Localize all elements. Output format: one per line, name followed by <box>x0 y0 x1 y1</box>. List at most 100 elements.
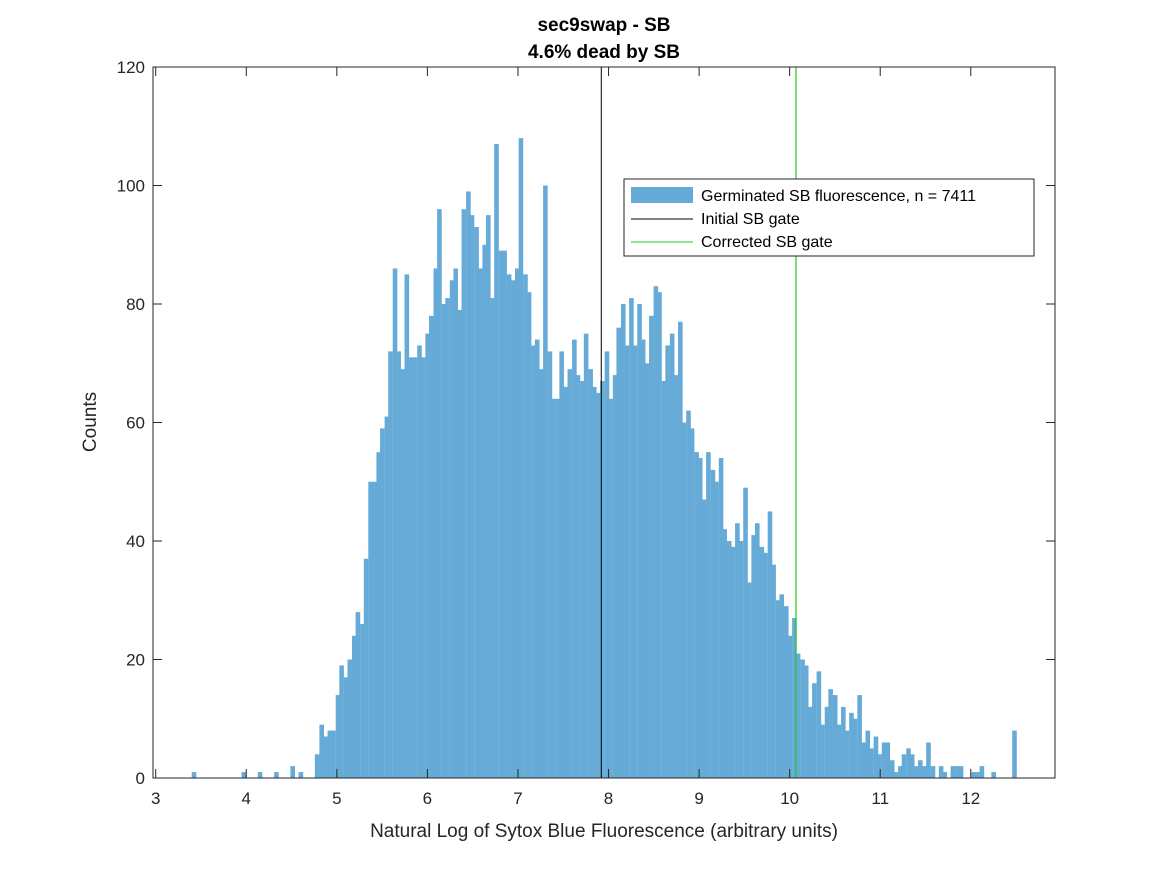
histogram-bar <box>637 304 642 778</box>
histogram-bar <box>718 458 724 778</box>
histogram-bar <box>722 529 727 778</box>
histogram-bar <box>632 345 638 778</box>
histogram-bar <box>608 398 613 778</box>
legend-label-corrected-gate: Corrected SB gate <box>701 234 833 251</box>
x-tick-label: 8 <box>604 789 613 808</box>
histogram-bar <box>755 523 760 778</box>
histogram-bar <box>665 345 670 778</box>
histogram-bar <box>518 138 524 779</box>
histogram-bar <box>792 618 797 778</box>
x-axis-label: Natural Log of Sytox Blue Fluorescence (… <box>370 821 838 842</box>
histogram-bar <box>409 357 414 778</box>
histogram-bar <box>629 298 634 778</box>
x-tick-label: 10 <box>780 789 799 808</box>
histogram-bar <box>852 718 858 778</box>
histogram-bars <box>191 138 1017 779</box>
histogram-bar <box>494 144 499 778</box>
histogram-bar <box>323 736 328 778</box>
histogram-bar <box>914 766 919 778</box>
histogram-bar <box>624 345 630 778</box>
histogram-bar <box>873 736 879 778</box>
histogram-bar <box>388 351 393 778</box>
histogram-bar <box>816 671 822 778</box>
y-tick-label: 40 <box>126 532 145 551</box>
histogram-bar <box>466 191 471 778</box>
histogram-bar <box>433 268 439 778</box>
histogram-bar <box>453 268 459 778</box>
histogram-bar <box>392 268 398 778</box>
histogram-bar <box>290 766 296 778</box>
histogram-bar <box>412 357 418 778</box>
histogram-bar <box>738 541 744 778</box>
histogram-bar <box>531 345 536 778</box>
histogram-bar <box>860 742 866 778</box>
histogram-bar <box>461 209 467 778</box>
histogram-bar <box>474 226 479 779</box>
histogram-bar <box>588 369 593 778</box>
histogram-bar <box>563 386 569 778</box>
histogram-bar <box>681 422 687 778</box>
histogram-bar <box>971 772 977 778</box>
histogram-bar <box>958 766 964 778</box>
histogram-bar <box>583 333 589 779</box>
histogram-bar <box>274 772 279 778</box>
histogram-bar <box>506 274 512 779</box>
histogram-bar <box>841 706 846 778</box>
histogram-bar <box>795 653 801 778</box>
histogram-bar <box>808 706 814 778</box>
histogram-bar <box>702 499 708 778</box>
histogram-bar <box>645 363 651 778</box>
x-tick-label: 9 <box>694 789 703 808</box>
legend: Germinated SB fluorescence, n = 7411 Ini… <box>623 178 1035 257</box>
histogram-bar <box>604 351 610 778</box>
x-axis-ticks: 3 4 5 6 7 8 9 10 11 12 <box>151 67 980 808</box>
histogram-bar <box>477 268 483 778</box>
chart-subtitle: 4.6% dead by SB <box>528 42 680 63</box>
legend-swatch-histogram <box>631 187 693 203</box>
histogram-bar <box>1012 730 1017 778</box>
y-tick-label: 80 <box>126 295 145 314</box>
histogram-bar <box>649 315 654 778</box>
histogram-bar <box>930 766 936 778</box>
histogram-bar <box>950 766 956 778</box>
histogram-bar <box>759 546 765 778</box>
histogram-bar <box>771 564 776 778</box>
x-tick-label: 11 <box>871 789 889 808</box>
histogram-bar <box>803 665 809 778</box>
histogram-bar <box>360 623 365 778</box>
histogram-bar <box>327 730 333 778</box>
histogram-bar <box>697 458 703 778</box>
histogram-bar <box>363 558 369 778</box>
x-tick-label: 3 <box>151 789 160 808</box>
histogram-bar <box>955 766 960 778</box>
histogram-bar <box>828 689 833 779</box>
histogram-bar <box>457 309 463 778</box>
x-tick-label: 4 <box>242 789 251 808</box>
histogram-bar <box>787 635 793 778</box>
histogram-bar <box>694 452 699 779</box>
histogram-bar <box>889 760 895 778</box>
histogram-bar <box>678 321 683 778</box>
histogram-bar <box>559 351 564 778</box>
histogram-bar <box>763 552 768 778</box>
histogram-bar <box>539 369 545 778</box>
legend-label-histogram: Germinated SB fluorescence, n = 7411 <box>701 188 976 205</box>
histogram-bar <box>800 659 805 778</box>
histogram-bar <box>498 250 504 779</box>
histogram-bar <box>975 772 980 778</box>
histogram-bar <box>384 416 390 778</box>
histogram-bar <box>417 345 422 778</box>
histogram-bar <box>376 452 382 779</box>
histogram-bar <box>575 375 581 778</box>
histogram-bar <box>482 244 487 778</box>
legend-label-initial-gate: Initial SB gate <box>701 211 800 228</box>
histogram-bar <box>490 298 496 778</box>
histogram-bar <box>824 706 830 778</box>
histogram-bar <box>979 766 985 778</box>
histogram-bar <box>820 724 825 778</box>
histogram-bar <box>486 215 491 779</box>
histogram-bar <box>869 748 874 779</box>
histogram-bar <box>849 712 854 778</box>
histogram-bar <box>832 695 838 778</box>
